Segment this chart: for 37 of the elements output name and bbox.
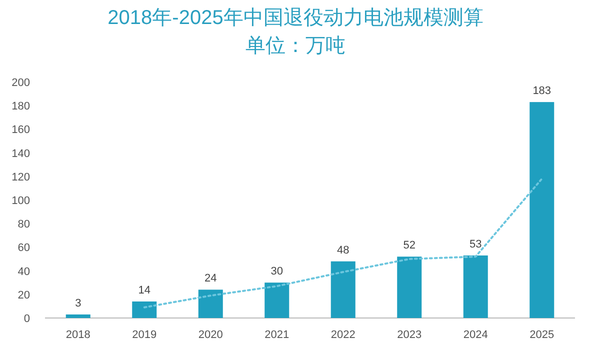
y-tick-label: 120 (12, 171, 30, 184)
y-tick-label: 100 (12, 195, 30, 207)
data-label: 52 (403, 240, 416, 252)
y-tick-label: 20 (18, 289, 30, 302)
x-tick-label: 2022 (330, 329, 356, 341)
bar (530, 102, 554, 318)
y-tick-label: 160 (12, 124, 30, 136)
data-label: 48 (337, 244, 350, 256)
y-tick-label: 0 (24, 313, 30, 325)
data-label: 183 (532, 85, 552, 98)
data-label: 53 (470, 238, 482, 250)
y-tick-label: 60 (18, 242, 30, 254)
y-tick-label: 80 (18, 218, 30, 231)
bar (397, 256, 422, 318)
x-tick-label: 2024 (463, 329, 488, 341)
bar (66, 314, 90, 318)
y-tick-label: 140 (12, 148, 30, 160)
y-tick-label: 40 (18, 266, 30, 278)
x-tick-label: 2021 (264, 329, 290, 341)
bar (132, 301, 157, 318)
x-tick-label: 2018 (66, 329, 90, 341)
x-tick-label: 2025 (530, 329, 554, 341)
chart-title: 2018年-2025年中国退役动力电池规模测算 (108, 7, 484, 29)
bar (198, 290, 223, 318)
data-label: 30 (270, 266, 283, 278)
bar (463, 255, 488, 318)
y-tick-label: 200 (12, 77, 30, 89)
bar (264, 282, 290, 318)
x-tick-label: 2023 (397, 329, 422, 341)
x-tick-label: 2019 (132, 329, 157, 341)
x-tick-label: 2020 (198, 329, 223, 341)
data-label: 3 (75, 297, 82, 310)
chart-subtitle: 单位：万吨 (246, 35, 346, 57)
bar (330, 261, 356, 318)
data-label: 14 (138, 284, 150, 296)
data-label: 24 (204, 272, 217, 285)
y-tick-label: 180 (12, 100, 30, 113)
